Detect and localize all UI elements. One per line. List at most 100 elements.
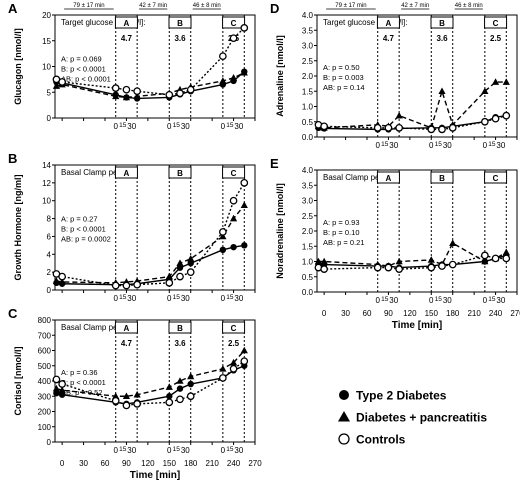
y-tick-label: 10 [42,63,51,72]
legend-marker [338,411,350,422]
y-tick-label: 3.0 [302,42,314,51]
data-point [52,384,61,392]
stats-text: B: p < 0.0001 [61,378,106,387]
x-tick-label: 270 [510,309,520,318]
y-tick-label: 700 [38,331,52,340]
data-point [427,263,436,272]
data-point [240,68,248,76]
sample-time-label: 0 [113,122,118,131]
sample-time-label: 30 [127,446,136,455]
panel-letter: C [8,306,18,321]
data-point [52,375,61,384]
period-target-value: 3.6 [174,34,186,43]
sample-time-label: 0 [221,294,226,303]
stats-text: A: p = 0.50 [323,63,360,72]
y-tick-label: 3.5 [302,181,314,190]
x-tick-label: 60 [101,459,110,468]
sample-time-label: 15 [226,294,234,301]
series-line [56,27,245,96]
panel-e: E 0.0 0.5 1.0 1.5 2.0 2.5 3.0 3.5 4.0 Noradrenalin… [270,156,520,331]
stats-text: B: p = 0.10 [323,228,360,237]
period-label: C [493,174,499,183]
legend-item: Diabetes + pancreatitis [338,411,487,425]
data-point [491,254,500,263]
stats-text: B: p < 0.0001 [61,64,106,73]
data-point [384,124,393,132]
data-point [502,78,510,85]
data-point [133,92,141,100]
sample-time-label: 15 [381,141,389,148]
data-point [449,239,457,246]
data-point [438,125,446,134]
y-tick-label: 3.5 [302,26,314,35]
data-point [491,114,500,123]
data-point [133,390,141,398]
data-point [448,124,457,132]
sample-time-label: 0 [483,296,488,305]
data-point [58,78,66,86]
series-line [318,114,507,131]
data-point [166,393,173,400]
legend: Type 2 Diabetes Diabetes + pancreatitis Co… [338,389,487,447]
data-point [176,89,184,98]
y-tick-label: 15 [42,37,51,46]
data-point [427,256,435,263]
y-tick-label: 0.0 [302,133,314,142]
sample-time-label: 30 [181,122,190,131]
data-point [58,386,66,393]
y-tick-label: 300 [38,392,52,401]
y-tick-label: 1.5 [302,87,314,96]
series-line [318,81,507,129]
y-tick-label: 20 [42,11,51,20]
data-point [320,122,328,131]
data-point [111,281,120,290]
sample-time-label: 15 [226,122,234,129]
sample-time-label: 30 [127,294,136,303]
clamp-header: Basal Clamp period: [61,168,133,177]
data-point [176,395,184,404]
x-axis-label: Time [min] [130,470,180,481]
data-point [187,260,194,267]
data-point [176,385,184,392]
x-tick-label: 270 [248,459,262,468]
period-box [114,166,138,179]
data-point [122,93,131,101]
y-tick-label: 4.0 [302,11,314,20]
y-tick-label: 800 [38,316,52,325]
sample-time-label: 0 [113,446,118,455]
sample-time-label: 30 [443,141,452,150]
sample-time-label: 15 [173,122,181,129]
data-point [384,263,393,272]
period-box [222,16,246,29]
x-tick-label: 150 [163,459,177,468]
data-point [229,214,238,222]
sample-time-label: 30 [234,446,243,455]
period-label: C [231,324,237,333]
x-tick-label: 60 [363,309,372,318]
data-point [219,365,227,372]
sample-time-label: 0 [167,294,172,303]
data-point [219,228,227,236]
data-point [176,264,184,271]
data-point [395,111,403,119]
x-tick-label: 150 [425,309,439,318]
period-target-value: 2.5 [228,339,240,348]
y-tick-label: 1.5 [302,242,314,251]
y-tick-label: 500 [38,362,52,371]
data-point [229,74,238,81]
data-point [165,383,173,390]
sample-time-label: 30 [496,141,505,150]
timing-label: 42 ± 7 min [139,3,167,9]
period-box [222,321,246,334]
y-tick-label: 0 [47,114,52,123]
stats-text: AB: p = 0.14 [323,83,365,92]
x-tick-label: 180 [184,459,198,468]
y-tick-label: 8 [47,215,52,224]
stats-text: AB: p = 0.0002 [61,234,111,243]
data-point [481,257,489,265]
clamp-header: Basal Clamp period: [323,173,395,182]
data-point [165,90,174,99]
data-point [240,24,249,32]
data-point [241,242,248,249]
